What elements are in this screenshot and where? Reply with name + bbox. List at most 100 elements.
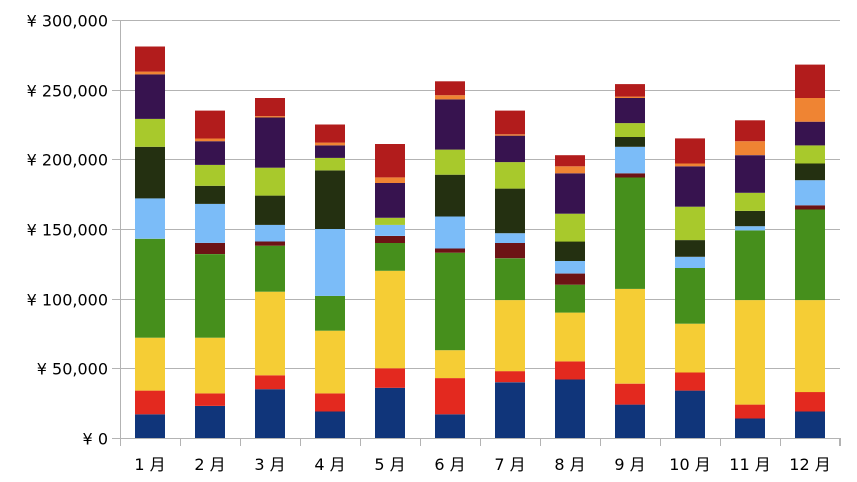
bar-segment (495, 110, 525, 135)
bar-segment (315, 229, 345, 296)
y-tick-label: ¥ 300,000 (27, 12, 108, 31)
bar-segment (255, 167, 285, 196)
bar-segment (615, 123, 645, 137)
bar-segment (255, 224, 285, 242)
bar-segment (135, 71, 165, 75)
y-tick-labels: ¥ 0 ¥ 50,000 ¥ 100,000 ¥ 150,000 ¥ 200,000 ¥ … (27, 12, 108, 449)
bar-segment (555, 213, 585, 242)
bar-segment (315, 330, 345, 394)
bar-segment (555, 273, 585, 285)
bar-segment (315, 295, 345, 331)
bar-segment (375, 177, 405, 183)
bar-segment (435, 414, 465, 438)
bar-segment (435, 378, 465, 415)
bar-segment (195, 110, 225, 139)
bar-segment (255, 116, 285, 118)
bar-segment (375, 270, 405, 369)
x-tick-label: 4 月 (314, 455, 345, 474)
bar-segment (195, 337, 225, 394)
bar-segment (435, 81, 465, 96)
x-tick-label: 6 月 (434, 455, 465, 474)
bar-segment (135, 414, 165, 438)
bar-segment (255, 117, 285, 168)
bar-segment (735, 120, 765, 142)
bar-segment (735, 141, 765, 156)
bar-segment (135, 118, 165, 147)
bar-segment (255, 245, 285, 292)
bar-segment (795, 121, 825, 146)
bar-segment (495, 300, 525, 372)
bar-segment (735, 230, 765, 301)
bar-segment (195, 164, 225, 186)
bar-segment (135, 390, 165, 415)
bar-segment (495, 162, 525, 189)
bar-segment (195, 203, 225, 243)
bar-segment (615, 98, 645, 124)
x-tick-label: 10 月 (669, 455, 710, 474)
bar-segment (495, 134, 525, 136)
bar-segment (195, 254, 225, 338)
x-tick-label: 8 月 (554, 455, 585, 474)
bar-segment (435, 350, 465, 379)
y-tick-label: ¥ 200,000 (27, 151, 108, 170)
bar-segment (615, 137, 645, 147)
bar-segment (435, 174, 465, 217)
x-tick-label: 2 月 (194, 455, 225, 474)
y-tick-label: ¥ 150,000 (27, 221, 108, 240)
bar-segment (495, 382, 525, 438)
bar-segment (615, 96, 645, 98)
bar-segment (435, 99, 465, 150)
bar-segment (795, 145, 825, 164)
x-tick-label: 7 月 (494, 455, 525, 474)
bar-segment (435, 248, 465, 253)
bar-segment (135, 146, 165, 199)
bar-segment (675, 390, 705, 438)
bar-segment (615, 177, 645, 289)
bars (135, 46, 825, 438)
bar-segment (615, 288, 645, 384)
x-tick-label: 3 月 (254, 455, 285, 474)
bar-segment (615, 84, 645, 97)
bar-segment (675, 323, 705, 373)
bar-segment (195, 185, 225, 204)
axes (120, 20, 841, 446)
bar-segment (555, 155, 585, 167)
bar-segment (555, 241, 585, 261)
x-tick-label: 12 月 (789, 455, 830, 474)
bar-segment (375, 224, 405, 236)
bar-segment (795, 411, 825, 438)
bar-segment (315, 142, 345, 146)
bar-segment (795, 64, 825, 98)
bar-segment (255, 389, 285, 438)
bar-segment (315, 145, 345, 158)
bar-segment (195, 138, 225, 142)
bar-segment (375, 236, 405, 243)
bar-segment (555, 261, 585, 274)
bar-segment (795, 209, 825, 301)
bar-segment (135, 337, 165, 391)
bar-segment (735, 418, 765, 438)
bar-segment (255, 241, 285, 246)
bar-segment (435, 149, 465, 175)
bar-segment (375, 217, 405, 225)
bar-segment (555, 166, 585, 174)
bar-segment (255, 98, 285, 117)
bar-segment (135, 46, 165, 72)
bar-segment (795, 205, 825, 210)
bar-segment (615, 383, 645, 405)
bar-segment (315, 411, 345, 438)
bar-segment (675, 163, 705, 167)
bar-segment (735, 404, 765, 419)
bar-segment (195, 406, 225, 438)
x-tick-label: 11 月 (729, 455, 770, 474)
bar-segment (675, 256, 705, 268)
bar-segment (495, 371, 525, 383)
x-tick-label: 9 月 (614, 455, 645, 474)
y-tick-label: ¥ 250,000 (27, 82, 108, 101)
bar-segment (675, 268, 705, 324)
bar-segment (375, 144, 405, 178)
bar-segment (555, 379, 585, 438)
gridlines (112, 20, 840, 439)
bar-segment (375, 387, 405, 438)
bar-segment (675, 166, 705, 207)
